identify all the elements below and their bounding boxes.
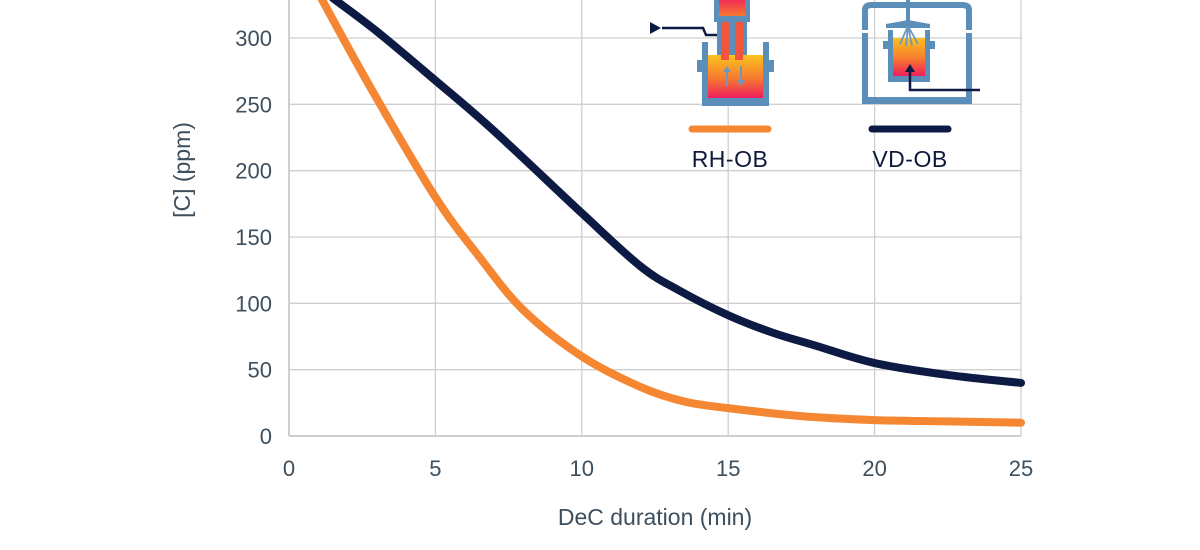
svg-text:25: 25 — [1009, 456, 1033, 481]
svg-text:15: 15 — [716, 456, 740, 481]
svg-text:300: 300 — [235, 26, 272, 51]
svg-text:250: 250 — [235, 92, 272, 117]
svg-text:10: 10 — [570, 456, 594, 481]
y-axis-ticks: 0 50 100 150 200 250 300 — [235, 26, 272, 449]
x-axis-label: DeC duration (min) — [558, 504, 752, 530]
legend-item-vd-ob: VD-OB — [862, 0, 980, 172]
svg-text:100: 100 — [235, 291, 272, 316]
svg-text:0: 0 — [260, 424, 272, 449]
vacuum-degasser-icon — [862, 0, 980, 104]
series-line-vd-ob — [329, 0, 1025, 387]
svg-text:50: 50 — [248, 358, 272, 383]
rh-degasser-icon — [650, 0, 774, 106]
svg-text:20: 20 — [862, 456, 886, 481]
x-axis-ticks: 0 5 10 15 20 25 — [283, 456, 1033, 481]
svg-text:200: 200 — [235, 159, 272, 184]
y-axis-label: [C] (ppm) — [169, 122, 195, 218]
svg-text:5: 5 — [429, 456, 441, 481]
legend-label-rh-ob: RH-OB — [692, 146, 769, 172]
svg-text:150: 150 — [235, 225, 272, 250]
svg-text:0: 0 — [283, 456, 295, 481]
legend-item-rh-ob: RH-OB — [650, 0, 774, 172]
legend-label-vd-ob: VD-OB — [872, 146, 947, 172]
series-lines — [317, 0, 1025, 427]
series-line-rh-ob — [317, 0, 1025, 427]
